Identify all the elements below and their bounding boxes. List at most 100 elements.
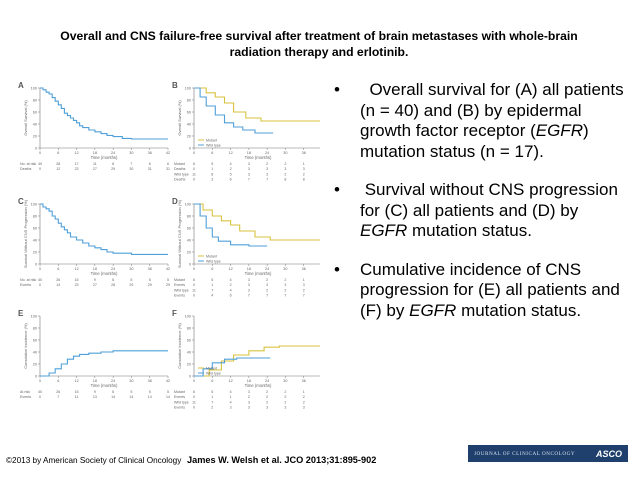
panel-f-x-tick-label: 6 bbox=[211, 379, 213, 383]
panel-e-x-tick-label: 36 bbox=[148, 379, 152, 383]
panel-b-risk-value: 3 bbox=[284, 167, 286, 171]
panel-c-risk-value: 9 bbox=[94, 278, 96, 282]
panel-d-risk-value: 2 bbox=[284, 288, 286, 292]
panel-b-risk-value: 3 bbox=[248, 167, 250, 171]
panel-d-x-tick-label: 0 bbox=[193, 267, 195, 271]
panel-d-x-tick-label: 6 bbox=[211, 267, 213, 271]
panel-d-legend-wildtype: Wild type bbox=[206, 259, 221, 263]
panel-a-curve-blue bbox=[40, 87, 168, 140]
panel-a-risk-value: 31 bbox=[148, 167, 152, 171]
panel-b-risk-value: 8 bbox=[284, 178, 286, 182]
panel-d-risk-value: 3 bbox=[284, 283, 286, 287]
panel-d-risk-value: 2 bbox=[230, 283, 232, 287]
panel-b-risk-value: 3 bbox=[303, 167, 305, 171]
panel-e-xlabel: Time (months) bbox=[91, 383, 118, 388]
panel-c-y-tick-label: 0 bbox=[35, 262, 37, 266]
panel-c-x-tick-label: 12 bbox=[74, 267, 78, 271]
panel-a-ylabel: Overall Survival (%) bbox=[23, 100, 28, 136]
panel-a-risk-value: 30 bbox=[129, 167, 133, 171]
panel-d-risk-value: 3 bbox=[248, 283, 250, 287]
panel-c-risk-value: 0 bbox=[39, 283, 41, 287]
panel-f-risk-value: 2 bbox=[211, 406, 213, 410]
panel-d-ylabel: Survival Without CNS Progression (%) bbox=[177, 199, 182, 268]
panel-f-risk-value: 3 bbox=[266, 406, 268, 410]
panel-e-risk-value: 13 bbox=[93, 395, 97, 399]
panel-b-x-tick-label: 30 bbox=[283, 151, 287, 155]
panel-c-risk-value: 5 bbox=[167, 278, 169, 282]
panel-c-risk-value: 23 bbox=[75, 283, 79, 287]
panel-a-y-tick-label: 100 bbox=[31, 86, 37, 90]
panel-b-risk-value: 6 bbox=[230, 178, 232, 182]
panel-d-curve-yellow bbox=[194, 203, 322, 241]
panel-f-x-tick-label: 18 bbox=[247, 379, 251, 383]
panel-a-y-tick-label: 80 bbox=[33, 98, 37, 102]
panel-e-y-tick-label: 60 bbox=[33, 338, 37, 342]
panel-d-risk-value: 2 bbox=[266, 288, 268, 292]
panel-d-risk-value: 4 bbox=[211, 294, 213, 298]
kaplan-meier-figure: A Overall Survival (%) 0 20 40 60 80 100 0 6 12 18 2… bbox=[0, 78, 324, 423]
panel-a-risk-value: 0 bbox=[39, 167, 41, 171]
panel-e-risk-value: 5 bbox=[149, 390, 151, 394]
panel-d-risk-value: 1 bbox=[303, 278, 305, 282]
panel-c-x-tick-label: 6 bbox=[57, 267, 59, 271]
panel-b-risk-label: Deaths bbox=[174, 167, 186, 171]
panel-e-ylabel: Cumulative Incidence (%) bbox=[23, 323, 28, 369]
bullet-item-1: • Overall survival for (A) all patients … bbox=[328, 80, 628, 162]
panel-b-risk-value: 7 bbox=[266, 178, 268, 182]
panel-f-risk-value: 2 bbox=[284, 395, 286, 399]
panel-d-x-tick-label: 18 bbox=[247, 267, 251, 271]
panel-e-x-tick-label: 18 bbox=[93, 379, 97, 383]
asco-logo: ASCO bbox=[595, 448, 622, 459]
bullet-text-content: Cumulative incidence of CNS progression … bbox=[360, 259, 620, 320]
panel-c-risk-value: 6 bbox=[112, 278, 114, 282]
panel-a-risk-value: 27 bbox=[93, 167, 97, 171]
panel-d-risk-value: 6 bbox=[193, 278, 195, 282]
panel-f-ylabel: Cumulative Incidence (%) bbox=[177, 323, 182, 369]
panel-e-risk-value: 5 bbox=[167, 390, 169, 394]
panel-e-x-tick-label: 6 bbox=[57, 379, 59, 383]
panel-e-y-tick-label: 80 bbox=[33, 326, 37, 330]
panel-d-x-tick-label: 24 bbox=[265, 267, 269, 271]
panel-f-legend-mutant: Mutant bbox=[206, 366, 217, 370]
slide-title-line-1: Overall and CNS failure-free survival af… bbox=[60, 29, 578, 43]
panel-d-risk-value: 6 bbox=[230, 294, 232, 298]
panel-c-risk-value: 29 bbox=[166, 283, 170, 287]
panel-c-risk-value: 5 bbox=[149, 278, 151, 282]
panel-e-x-tick-label: 30 bbox=[129, 379, 133, 383]
slide-title-line-2: radiation therapy and erlotinib. bbox=[229, 45, 409, 59]
panel-f-risk-value: 2 bbox=[284, 390, 286, 394]
panel-c-x-tick-label: 18 bbox=[93, 267, 97, 271]
panel-a-y-tick-label: 0 bbox=[35, 146, 37, 150]
panel-d-risk-label: Events bbox=[174, 294, 185, 298]
panel-f-risk-value: 6 bbox=[193, 390, 195, 394]
panel-a-y-tick-label: 20 bbox=[33, 134, 37, 138]
panel-d-risk-value: 3 bbox=[266, 283, 268, 287]
panel-e-risk-value: 6 bbox=[112, 390, 114, 394]
panel-a-y-tick-label: 40 bbox=[33, 122, 37, 126]
panel-a-x-tick-label: 12 bbox=[74, 151, 78, 155]
panel-d-risk-value: 0 bbox=[193, 283, 195, 287]
panel-d-y-tick-label: 0 bbox=[189, 262, 191, 266]
panel-b-risk-value: 3 bbox=[266, 172, 268, 176]
panel-e-risk-value: 14 bbox=[111, 395, 115, 399]
panel-e-letter: E bbox=[18, 309, 24, 318]
panel-b-risk-value: 0 bbox=[193, 167, 195, 171]
panel-f-risk-value: 0 bbox=[193, 395, 195, 399]
panel-f-x-tick-label: 24 bbox=[265, 379, 269, 383]
panel-a-x-tick-label: 24 bbox=[111, 151, 115, 155]
panel-b-risk-value: 2 bbox=[284, 162, 286, 166]
panel-d-risk-label: Wild type bbox=[174, 288, 189, 292]
panel-a-risk-value: 40 bbox=[38, 162, 42, 166]
panel-b-risk-value: 2 bbox=[284, 172, 286, 176]
panel-a-risk-value: 6 bbox=[149, 162, 151, 166]
panel-f-risk-value: 4 bbox=[230, 400, 232, 404]
panel-e-y-tick-label: 40 bbox=[33, 350, 37, 354]
panel-e-x-tick-label: 42 bbox=[166, 379, 170, 383]
panel-c-x-tick-label: 42 bbox=[166, 267, 170, 271]
bullet-marker: • bbox=[334, 180, 340, 199]
panel-f-risk-value: 2 bbox=[266, 395, 268, 399]
panel-a-x-tick-label: 18 bbox=[93, 151, 97, 155]
panel-b-risk-value: 3 bbox=[211, 178, 213, 182]
panel-d-risk-value: 1 bbox=[211, 283, 213, 287]
panel-b-x-tick-label: 24 bbox=[265, 151, 269, 155]
